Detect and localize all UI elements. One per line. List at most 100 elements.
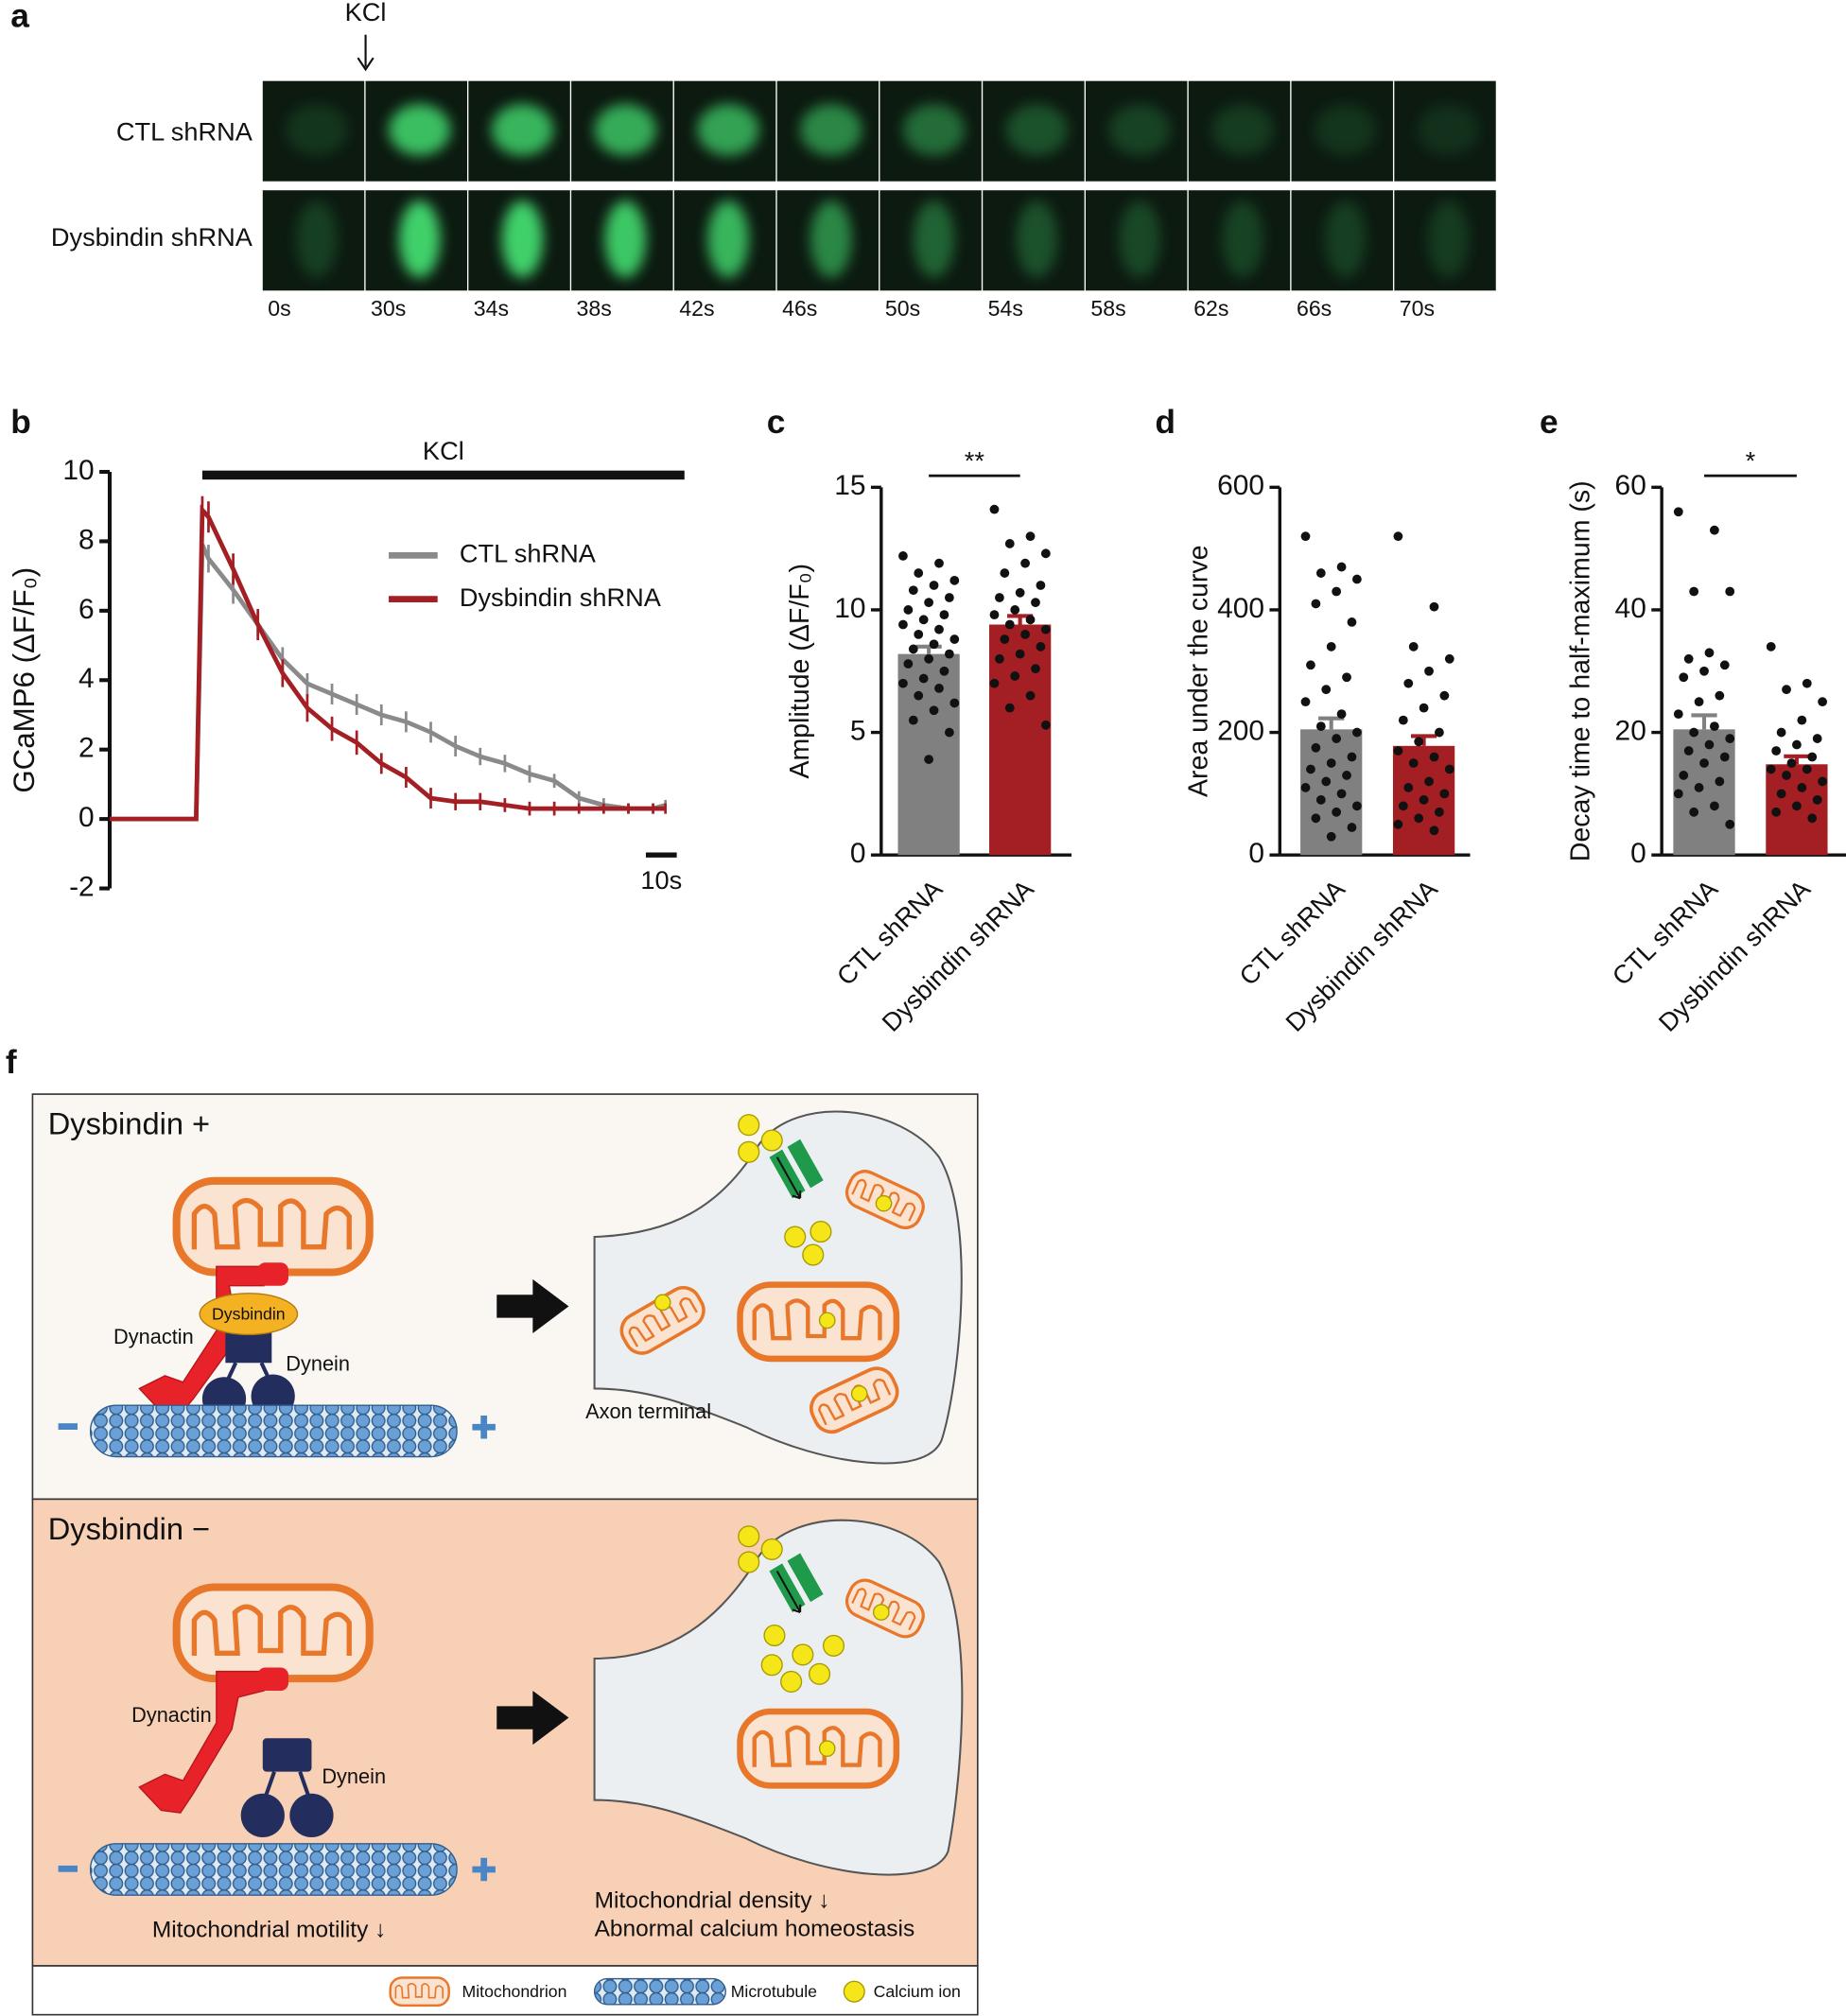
data-point [1725, 734, 1735, 743]
data-point [1786, 758, 1797, 768]
data-point [1306, 764, 1315, 774]
data-point [1025, 690, 1036, 701]
panel-a: KCl CTL shRNA Dysbindin shRNA 0s 30s 34s 38… [51, 0, 1496, 321]
y-tick-label: 8 [78, 524, 95, 555]
data-point [1393, 819, 1403, 829]
data-point [1326, 831, 1336, 842]
data-point [1429, 826, 1439, 836]
data-point [1004, 539, 1015, 548]
data-point [1771, 807, 1782, 817]
data-point [1792, 801, 1802, 811]
data-point [1776, 727, 1786, 738]
data-point [1766, 764, 1776, 774]
data-point [1300, 783, 1311, 792]
y-tick-label: 400 [1217, 593, 1264, 624]
y-tick-label: 4 [78, 663, 95, 694]
data-point [1311, 599, 1321, 609]
data-point [1694, 783, 1704, 792]
time-label: 0s [268, 296, 290, 321]
data-point [1352, 801, 1362, 811]
data-point [995, 653, 1004, 664]
legend-icon [389, 1976, 451, 2007]
panel-label: e [1540, 404, 1559, 441]
data-point [949, 575, 960, 585]
significance-label: ** [965, 446, 985, 476]
plus-end [472, 1857, 496, 1882]
cell-signal [501, 200, 544, 278]
data-point [898, 678, 908, 688]
cell-signal [902, 104, 966, 156]
data-point [1332, 586, 1342, 597]
cell-signal [594, 104, 656, 156]
cell-signal [707, 200, 749, 278]
data-point [944, 593, 954, 602]
data-point [1031, 598, 1040, 608]
y-tick-label: 15 [834, 470, 865, 501]
mitochondrion [740, 1712, 897, 1785]
y-axis-label: GCaMP6 (ΔF/F₀) [8, 567, 41, 793]
dynactin-head [257, 1667, 288, 1691]
cell-signal [1417, 104, 1480, 156]
cell-signal [913, 200, 955, 278]
data-point [1715, 690, 1725, 701]
protein-label: Dysbindin [212, 1305, 286, 1324]
data-point [1683, 653, 1694, 664]
cell-signal [697, 104, 759, 156]
legend-label: Dysbindin shRNA [460, 582, 662, 612]
panel-label: a [10, 0, 29, 34]
time-label: 34s [474, 296, 509, 321]
panel-f: Dysbindin + Dysbindin − Dysbindin Dynact… [31, 1093, 979, 2016]
data-point [1709, 801, 1719, 811]
data-point [934, 684, 944, 693]
scale-bar-label: 10s [640, 865, 682, 895]
dynein-stalk [298, 1770, 311, 1799]
data-point [1321, 776, 1332, 787]
data-point [1342, 771, 1351, 780]
cell-signal [1119, 200, 1160, 278]
data-point [1807, 813, 1818, 824]
data-point [1444, 764, 1454, 774]
stimulus-bar [201, 470, 685, 480]
panel-label: d [1155, 404, 1176, 441]
data-point [1393, 746, 1403, 756]
data-point [1025, 531, 1036, 542]
data-point [1347, 617, 1357, 627]
data-point [1332, 807, 1342, 817]
dynein [225, 1331, 272, 1364]
data-point [1300, 531, 1311, 542]
data-point [944, 727, 954, 738]
data-point [1347, 752, 1357, 762]
data-point [1036, 641, 1046, 652]
dynein [262, 1738, 312, 1772]
data-point [914, 690, 924, 701]
stimulus-label: KCl [423, 436, 464, 465]
data-point [914, 629, 924, 639]
data-point [1818, 776, 1828, 787]
data-point [1040, 548, 1051, 559]
data-point [1004, 619, 1015, 630]
data-point [898, 551, 908, 561]
data-point [1429, 752, 1439, 762]
data-point [1683, 746, 1694, 756]
data-point [1673, 789, 1683, 799]
y-axis-label: Decay time to half-maximum (s) [1565, 480, 1595, 861]
dynactin [138, 1670, 265, 1814]
mitochondrion [177, 1181, 370, 1273]
mitochondrion [177, 1587, 370, 1678]
significance-label: * [1746, 446, 1756, 476]
data-point [1719, 660, 1730, 670]
time-label: 46s [782, 296, 817, 321]
y-tick-label: 60 [1615, 470, 1646, 501]
time-label: 38s [577, 296, 612, 321]
cell-signal [1315, 104, 1377, 156]
data-point [1010, 671, 1020, 681]
data-point [1015, 649, 1025, 659]
data-point [1300, 697, 1311, 707]
x-tick-label: Dysbindin shRNA [876, 874, 1039, 1037]
data-point [908, 585, 918, 596]
data-point [1782, 685, 1791, 695]
cell-signal [1427, 200, 1470, 278]
data-point [1709, 721, 1719, 731]
time-label: 42s [679, 296, 714, 321]
data-point [1689, 586, 1699, 597]
